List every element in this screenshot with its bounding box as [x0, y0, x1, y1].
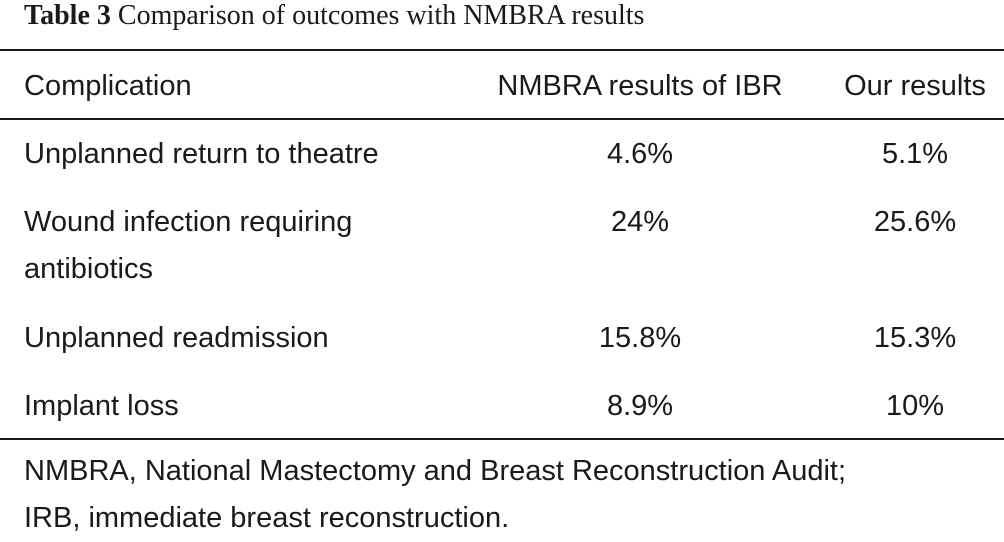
- row-0-complication: Unplanned return to theatre: [24, 138, 379, 170]
- column-header-complication: Complication: [24, 70, 192, 102]
- row-2-our-results: 15.3%: [873, 322, 957, 354]
- footnote-line-2: IRB, immediate breast reconstruction.: [24, 502, 510, 534]
- column-header-our-results: Our results: [844, 70, 986, 102]
- row-3-complication: Implant loss: [24, 390, 179, 422]
- row-3-nmbra: 8.9%: [606, 390, 674, 422]
- row-1-our-results: 25.6%: [873, 206, 957, 238]
- table-caption: Table 3 Comparison of outcomes with NMBR…: [24, 0, 644, 32]
- bottom-rule: [0, 438, 1004, 440]
- row-2-complication: Unplanned readmission: [24, 322, 329, 354]
- top-rule: [0, 49, 1004, 51]
- column-header-nmbra: NMBRA results of IBR: [497, 70, 783, 102]
- footnote-line-1: NMBRA, National Mastectomy and Breast Re…: [24, 455, 847, 487]
- row-0-our-results: 5.1%: [881, 138, 949, 170]
- table-caption-label: Table 3: [24, 0, 111, 31]
- row-1-nmbra: 24%: [610, 206, 670, 238]
- table-caption-text: Comparison of outcomes with NMBRA result…: [117, 0, 645, 31]
- row-0-nmbra: 4.6%: [606, 138, 674, 170]
- row-3-our-results: 10%: [885, 390, 945, 422]
- row-1-complication-line2: antibiotics: [24, 253, 153, 285]
- row-2-nmbra: 15.8%: [598, 322, 682, 354]
- row-1-complication-line1: Wound infection requiring: [24, 206, 353, 238]
- header-rule: [0, 118, 1004, 120]
- table-footnote: NMBRA, National Mastectomy and Breast Re…: [24, 448, 994, 542]
